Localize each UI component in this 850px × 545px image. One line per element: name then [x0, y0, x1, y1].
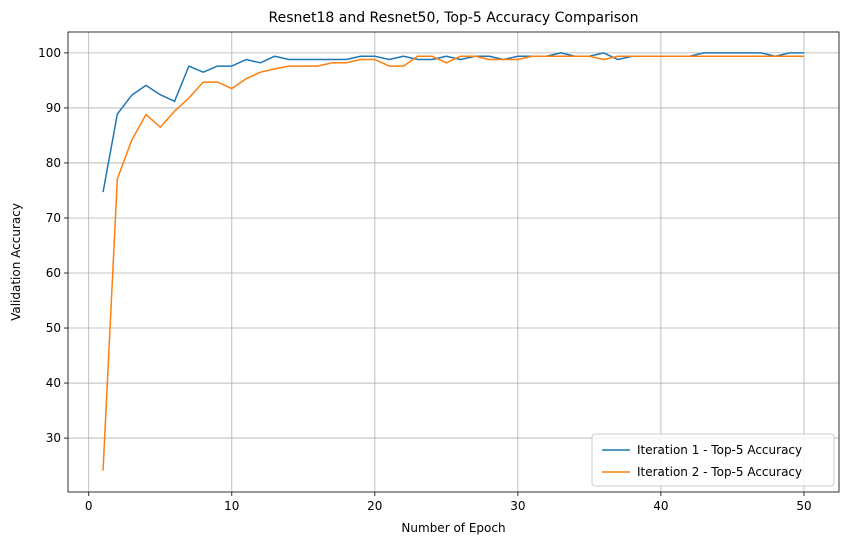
grid-lines [68, 32, 839, 492]
y-tick-label: 60 [46, 266, 61, 280]
x-tick-label: 20 [367, 499, 382, 513]
axis-ticks: 0 10 20 30 40 50 30 40 50 60 70 80 90 100 [38, 46, 812, 513]
y-tick-label: 80 [46, 156, 61, 170]
y-tick-label: 40 [46, 376, 61, 390]
y-tick-label: 30 [46, 431, 61, 445]
series-line-iteration-2 [102, 55, 804, 471]
x-tick-label: 10 [224, 499, 239, 513]
legend: Iteration 1 - Top-5 Accuracy Iteration 2… [591, 433, 835, 487]
legend-box [591, 433, 835, 487]
y-tick-label: 50 [46, 321, 61, 335]
x-tick-label: 0 [85, 499, 93, 513]
series-lines [102, 52, 804, 471]
legend-label-iteration-2: Iteration 2 - Top-5 Accuracy [637, 465, 802, 479]
x-tick-label: 50 [796, 499, 811, 513]
y-tick-label: 100 [38, 46, 61, 60]
chart-title: Resnet18 and Resnet50, Top-5 Accuracy Co… [269, 10, 639, 26]
x-tick-label: 30 [510, 499, 525, 513]
y-tick-label: 70 [46, 211, 61, 225]
y-tick-label: 90 [46, 101, 61, 115]
x-axis-label: Number of Epoch [401, 521, 505, 535]
x-tick-label: 40 [653, 499, 668, 513]
y-axis-label: Validation Accuracy [9, 203, 23, 321]
plot-frame [67, 31, 840, 493]
legend-label-iteration-1: Iteration 1 - Top-5 Accuracy [637, 443, 802, 457]
